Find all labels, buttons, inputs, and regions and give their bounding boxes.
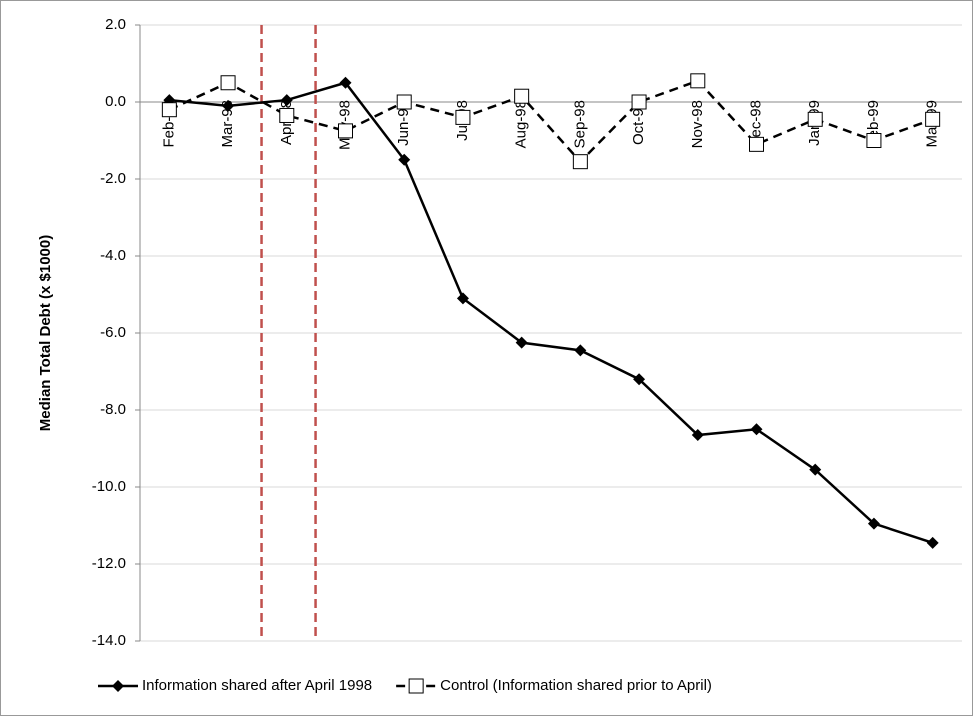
series-line — [168, 79, 934, 164]
y-tick-label: 0.0 — [105, 93, 126, 110]
x-tick-label: Jun-98 — [395, 100, 412, 146]
y-tick-label: 2.0 — [105, 16, 126, 33]
y-tick-label: -8.0 — [100, 401, 126, 418]
marker — [925, 111, 941, 127]
marker — [633, 373, 646, 386]
marker — [279, 107, 295, 123]
marker — [866, 133, 882, 148]
marker — [396, 94, 412, 110]
y-tick-label: -12.0 — [92, 555, 126, 572]
x-tick-label: Sep-98 — [571, 100, 588, 148]
legend-label: Information shared after April 1998 — [142, 677, 372, 694]
y-tick-label: -10.0 — [92, 478, 126, 495]
marker — [338, 123, 353, 139]
marker — [220, 75, 236, 91]
marker — [112, 680, 124, 692]
marker — [339, 76, 352, 89]
marker — [750, 423, 763, 436]
marker — [572, 154, 588, 170]
marker — [807, 111, 823, 127]
marker — [691, 429, 704, 442]
x-tick-label: Mar-98 — [219, 100, 236, 148]
marker — [398, 153, 411, 166]
marker — [455, 109, 471, 125]
x-tick-label: Dec-98 — [747, 100, 764, 148]
marker — [809, 463, 822, 476]
x-tick-label: Oct-98 — [630, 100, 647, 145]
y-tick-label: -2.0 — [100, 170, 126, 187]
y-tick-label: -4.0 — [100, 247, 126, 264]
marker — [631, 94, 647, 110]
marker — [867, 517, 880, 530]
marker — [222, 99, 235, 112]
legend-label: Control (Information shared prior to Apr… — [440, 677, 712, 694]
y-tick-label: -14.0 — [92, 632, 126, 649]
marker — [280, 94, 293, 107]
marker — [574, 344, 587, 357]
x-tick-label: Aug-98 — [513, 100, 530, 148]
marker — [749, 136, 764, 152]
x-tick-label: Nov-98 — [689, 100, 706, 148]
marker — [456, 292, 469, 305]
marker — [408, 678, 424, 694]
y-tick-label: -6.0 — [100, 324, 126, 341]
marker — [926, 536, 939, 549]
y-axis-title: Median Total Debt (x $1000) — [37, 235, 54, 431]
marker — [515, 336, 528, 349]
marker — [690, 73, 706, 89]
marker — [161, 102, 177, 118]
series-line — [169, 81, 934, 545]
marker — [514, 88, 530, 104]
